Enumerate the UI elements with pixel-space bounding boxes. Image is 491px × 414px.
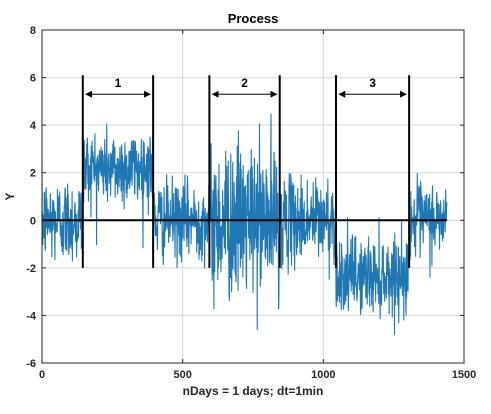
y-tick-label: 6 — [30, 73, 36, 85]
series-line — [41, 113, 448, 336]
y-tick-label: 2 — [30, 168, 36, 180]
x-tick-label: 1500 — [452, 369, 476, 381]
x-tick-label: 500 — [173, 369, 191, 381]
y-tick-label: 8 — [30, 25, 36, 37]
axes-layer: 0 500 1000 1500 -6 -4 -2 0 2 4 6 8 — [26, 25, 476, 381]
annotation-3-label: 3 — [369, 76, 376, 90]
x-tick-label: 0 — [39, 369, 45, 381]
axes-box — [41, 29, 465, 364]
x-axis-title: nDays = 1 days; dt=1min — [183, 384, 324, 398]
y-tick-label: -4 — [26, 310, 37, 322]
y-axis-title: Y — [3, 192, 17, 200]
annotations-layer: 1 2 3 — [42, 75, 448, 268]
y-tick-label: 4 — [30, 120, 37, 132]
chart-title: Process — [228, 11, 279, 26]
annotation-2-label: 2 — [241, 76, 248, 90]
annotation-1-label: 1 — [115, 76, 122, 90]
x-tick-label: 1000 — [311, 369, 335, 381]
y-tick-label: -6 — [26, 358, 36, 370]
y-tick-label: 0 — [30, 215, 36, 227]
y-tick-label: -2 — [26, 263, 36, 275]
series-layer — [41, 113, 448, 336]
